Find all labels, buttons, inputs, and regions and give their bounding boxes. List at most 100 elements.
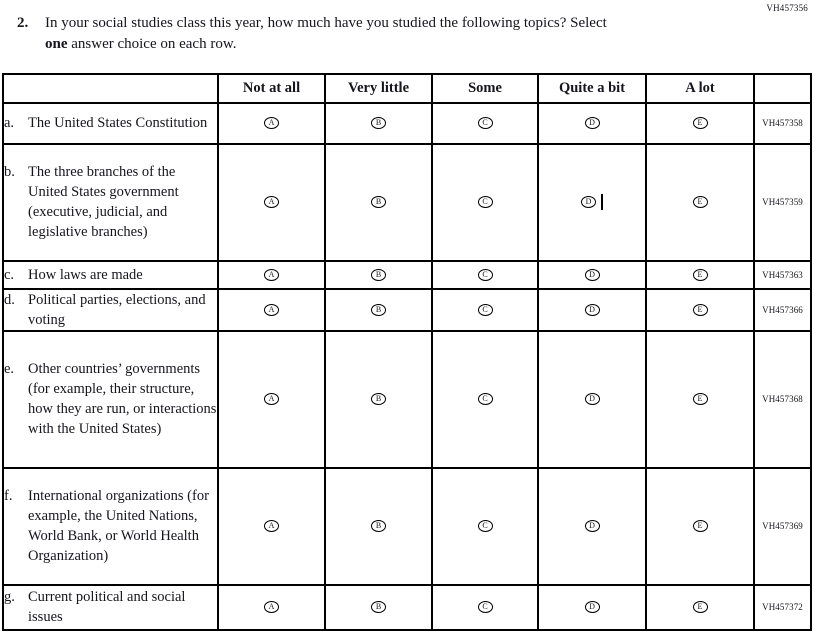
- question-text-bold: one: [45, 36, 68, 53]
- row-topic: The United States Constitution: [28, 115, 208, 132]
- table-body: a. The United States Constitution A B C D E V…: [2, 101, 812, 631]
- option-bubble-A[interactable]: A: [264, 303, 279, 316]
- table-row: c. How laws are made A B C D E VH457363: [2, 259, 812, 290]
- answer-cell-g-E: E: [645, 583, 755, 631]
- option-bubble-E[interactable]: E: [692, 196, 708, 209]
- option-bubble-D[interactable]: D: [581, 196, 596, 209]
- table-row: b. The three branches of the United Stat…: [2, 142, 812, 262]
- answer-cell-g-D: D: [537, 583, 647, 631]
- answer-cell-b-E: E: [645, 142, 755, 262]
- answer-cell-b-D: D: [537, 142, 647, 262]
- row-topic: Current political and social issues: [28, 589, 186, 626]
- topic-cell: a. The United States Constitution: [2, 101, 219, 145]
- option-bubble-A[interactable]: A: [264, 520, 279, 533]
- answer-cell-f-B: B: [324, 466, 433, 586]
- answer-cell-d-C: C: [431, 287, 539, 332]
- topic-cell: e. Other countries’ governments (for exa…: [2, 329, 219, 469]
- option-bubble-B[interactable]: B: [371, 303, 386, 316]
- question-number: 2.: [17, 15, 29, 31]
- answer-cell-c-C: C: [431, 259, 539, 290]
- option-bubble-B[interactable]: B: [371, 393, 386, 406]
- answer-cell-a-E: E: [645, 101, 755, 145]
- option-bubble-D[interactable]: D: [584, 268, 600, 281]
- row-code: VH457372: [753, 583, 812, 631]
- option-bubble-D[interactable]: D: [584, 303, 600, 316]
- answer-cell-b-B: B: [324, 142, 433, 262]
- row-topic: Political parties, elections, and voting: [28, 291, 206, 328]
- option-bubble-C[interactable]: C: [477, 601, 493, 614]
- answer-cell-d-B: B: [324, 287, 433, 332]
- question-text-before: In your social studies class this year, …: [45, 15, 607, 31]
- topic-cell: f. International organizations (for exam…: [2, 466, 219, 586]
- option-bubble-A[interactable]: A: [264, 268, 279, 281]
- row-letter: d.: [4, 291, 15, 308]
- column-header-not-at-all: Not at all: [217, 72, 326, 104]
- row-topic: International organizations (for example…: [28, 488, 209, 565]
- header-code-blank: [753, 72, 812, 104]
- answer-cell-b-C: C: [431, 142, 539, 262]
- option-bubble-B[interactable]: B: [371, 196, 386, 209]
- option-bubble-C[interactable]: C: [477, 117, 493, 130]
- option-bubble-A[interactable]: A: [264, 393, 279, 406]
- answer-cell-d-E: E: [645, 287, 755, 332]
- row-topic: The three branches of the United States …: [28, 164, 179, 241]
- option-bubble-E[interactable]: E: [692, 303, 708, 316]
- option-bubble-E[interactable]: E: [692, 520, 708, 533]
- topic-cell: c. How laws are made: [2, 259, 219, 290]
- option-bubble-A[interactable]: A: [264, 117, 279, 130]
- option-bubble-C[interactable]: C: [477, 196, 493, 209]
- answer-cell-c-E: E: [645, 259, 755, 290]
- row-letter: b.: [4, 164, 15, 181]
- option-bubble-D[interactable]: D: [584, 601, 600, 614]
- answer-cell-g-B: B: [324, 583, 433, 631]
- row-code: VH457363: [753, 259, 812, 290]
- option-bubble-E[interactable]: E: [692, 268, 708, 281]
- header-topic-blank: [2, 72, 219, 104]
- question-block: 2. In your social studies class this yea…: [0, 0, 814, 56]
- column-header-some: Some: [431, 72, 539, 104]
- answer-cell-c-B: B: [324, 259, 433, 290]
- option-bubble-B[interactable]: B: [371, 601, 386, 614]
- answer-cell-b-A: A: [217, 142, 326, 262]
- answer-cell-f-A: A: [217, 466, 326, 586]
- topic-cell: g. Current political and social issues: [2, 583, 219, 631]
- option-bubble-A[interactable]: A: [264, 196, 279, 209]
- row-code: VH457359: [753, 142, 812, 262]
- answer-cell-e-A: A: [217, 329, 326, 469]
- option-bubble-C[interactable]: C: [477, 393, 493, 406]
- answer-cell-f-E: E: [645, 466, 755, 586]
- option-bubble-E[interactable]: E: [692, 601, 708, 614]
- row-letter: f.: [4, 488, 13, 505]
- option-bubble-D[interactable]: D: [584, 520, 600, 533]
- row-letter: g.: [4, 589, 15, 606]
- answer-cell-f-D: D: [537, 466, 647, 586]
- option-bubble-C[interactable]: C: [477, 303, 493, 316]
- table-row: d. Political parties, elections, and vot…: [2, 287, 812, 332]
- option-bubble-A[interactable]: A: [264, 601, 279, 614]
- column-header-quite-a-bit: Quite a bit: [537, 72, 647, 104]
- page-accession-code: VH457356: [766, 3, 808, 13]
- text-caret: [601, 194, 603, 211]
- answer-cell-a-A: A: [217, 101, 326, 145]
- option-bubble-D[interactable]: D: [584, 393, 600, 406]
- option-bubble-D[interactable]: D: [584, 117, 600, 130]
- row-code: VH457368: [753, 329, 812, 469]
- row-letter: e.: [4, 361, 15, 378]
- answer-cell-e-B: B: [324, 329, 433, 469]
- option-bubble-B[interactable]: B: [371, 117, 386, 130]
- option-bubble-C[interactable]: C: [477, 520, 493, 533]
- answer-cell-a-B: B: [324, 101, 433, 145]
- row-letter: a.: [4, 115, 15, 132]
- table-row: e. Other countries’ governments (for exa…: [2, 329, 812, 469]
- option-bubble-B[interactable]: B: [371, 520, 386, 533]
- answer-cell-g-C: C: [431, 583, 539, 631]
- header-row: Not at all Very little Some Quite a bit A lo…: [2, 72, 812, 104]
- option-bubble-E[interactable]: E: [692, 117, 708, 130]
- option-bubble-C[interactable]: C: [477, 268, 493, 281]
- option-bubble-B[interactable]: B: [371, 268, 386, 281]
- row-code: VH457358: [753, 101, 812, 145]
- row-topic: Other countries’ governments (for exampl…: [28, 361, 217, 438]
- option-bubble-E[interactable]: E: [692, 393, 708, 406]
- answer-cell-c-D: D: [537, 259, 647, 290]
- answer-cell-c-A: A: [217, 259, 326, 290]
